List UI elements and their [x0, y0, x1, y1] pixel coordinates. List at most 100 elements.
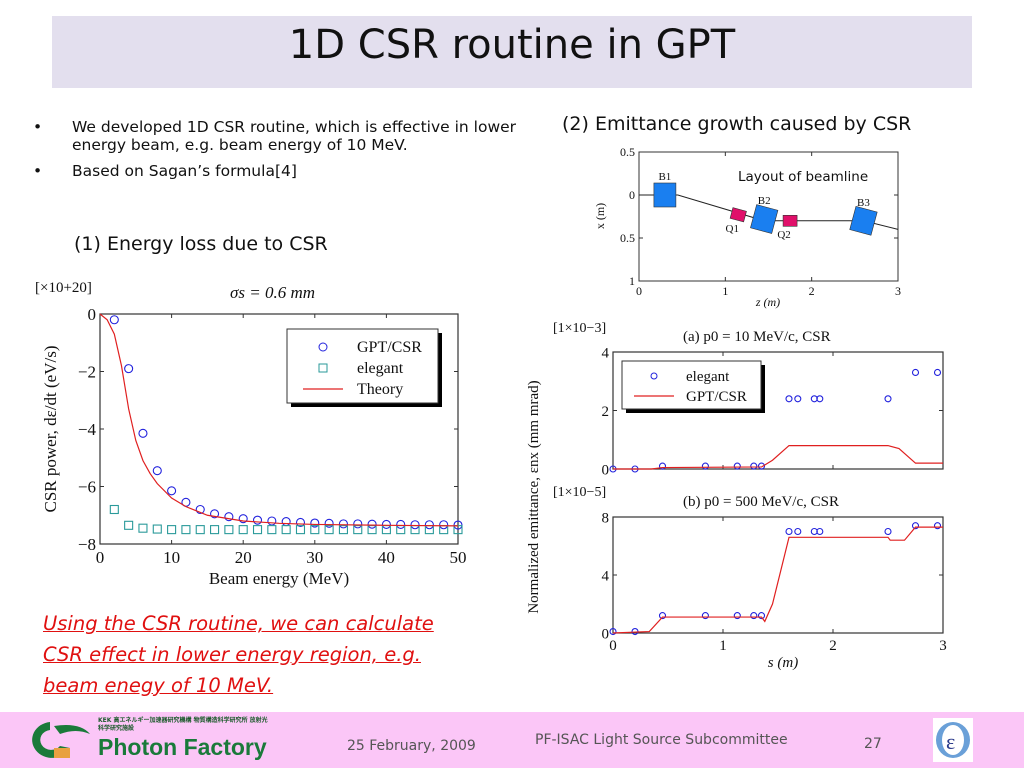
data-point-gpt-csr — [367, 519, 377, 529]
data-point-elegant — [733, 462, 741, 470]
series-line-theory — [99, 313, 459, 527]
scale-label: [1×10−5] — [553, 485, 606, 500]
scale-label: [1×10−3] — [553, 321, 606, 336]
x-tick-label: 20 — [235, 548, 252, 567]
data-point-elegant — [252, 525, 263, 535]
x-tick-label: 1 — [719, 638, 727, 654]
data-point-elegant — [884, 527, 892, 536]
data-point-elegant — [794, 395, 802, 403]
data-point-elegant — [195, 525, 205, 535]
data-point-gpt-csr — [210, 509, 220, 519]
y-axis-label: Normalized emittance, εnx (mm mrad) — [526, 380, 542, 613]
data-point-gpt-csr — [338, 519, 348, 529]
data-point-elegant — [911, 522, 920, 530]
data-point-gpt-csr — [381, 519, 391, 530]
y-tick-label: 4 — [602, 345, 610, 361]
bullet-1: We developed 1D CSR routine, which is ef… — [72, 118, 517, 154]
x-tick-label: 0 — [96, 548, 105, 567]
footer-date: 25 February, 2009 — [347, 738, 476, 754]
data-point-elegant — [911, 368, 920, 377]
conclusion-note: Using the CSR routine, we can calculate … — [43, 612, 434, 697]
data-point-elegant — [109, 504, 119, 515]
data-point-elegant — [701, 612, 709, 620]
data-point-gpt-csr — [152, 466, 162, 476]
logo-text: Photon Factory — [98, 734, 267, 760]
bullet-2: Based on Sagan’s formula[4] — [72, 162, 297, 180]
data-point-gpt-csr — [281, 517, 291, 527]
legend-marker — [318, 363, 328, 373]
data-point-elegant — [210, 525, 220, 535]
footer: KEK 高エネルギー加速器研究機構 物質構造科学研究所 放射光科学研究施設 Ph… — [0, 712, 1024, 768]
data-point-gpt-csr — [267, 516, 277, 526]
chart-title: (a) p0 = 10 MeV/c, CSR — [683, 329, 831, 345]
y-axis-label: x (m) — [593, 203, 607, 229]
x-tick-label: 50 — [450, 548, 467, 567]
data-point-elegant — [658, 462, 667, 470]
figures: 0 10 20 30 40 500−2−4−6−8GPT/CSRelegantTheory… — [35, 145, 947, 671]
data-point-gpt-csr — [109, 315, 119, 325]
data-point-elegant — [224, 525, 234, 535]
y-axis-label: CSR power, dε/dt (eV/s) — [41, 345, 60, 512]
x-tick-label: 1 — [722, 284, 728, 298]
y-tick-label: 1 — [629, 274, 635, 288]
y-tick-label: 0.5 — [620, 231, 635, 245]
data-point-elegant — [816, 395, 824, 403]
data-point-gpt-csr — [167, 486, 177, 496]
x-tick-label: 0 — [609, 638, 617, 654]
series-line-gpt-csr — [613, 445, 943, 470]
y-tick-label: −2 — [78, 362, 96, 381]
magnet-q2 — [782, 215, 798, 227]
bullet-marker: • — [33, 162, 43, 180]
legend-label: GPT/CSR — [357, 339, 422, 356]
x-tick-label: 2 — [829, 638, 837, 654]
y-tick-label: 0 — [602, 462, 610, 478]
data-point-gpt-csr — [195, 504, 205, 515]
y-tick-label: 0 — [88, 305, 97, 324]
data-point-gpt-csr — [439, 520, 449, 530]
data-point-gpt-csr — [310, 518, 320, 528]
data-point-elegant — [338, 525, 348, 535]
x-axis-label: s (m) — [768, 655, 798, 671]
data-point-gpt-csr — [324, 518, 334, 528]
data-point-elegant — [933, 368, 942, 377]
legend-marker — [318, 342, 328, 352]
data-point-elegant — [750, 462, 758, 470]
data-point-gpt-csr — [124, 364, 134, 374]
plot-frame — [612, 516, 944, 634]
data-point-elegant — [884, 395, 892, 403]
data-point-elegant — [295, 525, 306, 535]
y-tick-label: −6 — [78, 477, 96, 496]
legend-label: elegant — [357, 360, 404, 377]
data-point-elegant — [658, 612, 667, 620]
data-point-elegant — [701, 462, 709, 470]
emittance-chart-b: 0 1 2 3 0 4 8 [1×10−5] (b) p0 = 500 MeV/c, CSR s … — [526, 380, 947, 671]
legend-marker — [650, 372, 658, 380]
data-point-gpt-csr — [224, 512, 234, 522]
data-point-elegant — [733, 612, 741, 620]
data-point-gpt-csr — [252, 515, 263, 525]
footer-event: PF-ISAC Light Source Subcommittee — [535, 732, 788, 748]
data-point-elegant — [353, 525, 363, 535]
y-tick-label: 0 — [629, 188, 635, 202]
emittance-chart-a: 0 2 4 elegant GPT/CSR [1×10−3] (a) p0 = 10 MeV… — [553, 321, 944, 478]
data-point-elegant — [933, 522, 942, 530]
plot-frame — [638, 151, 899, 282]
chart-title: (b) p0 = 500 MeV/c, CSR — [683, 494, 839, 510]
data-point-elegant — [785, 395, 793, 403]
y-tick-label: 8 — [602, 510, 610, 526]
x-tick-label: 2 — [809, 284, 815, 298]
magnet-b2 — [750, 204, 779, 234]
data-point-gpt-csr — [353, 519, 363, 529]
legend-label: Theory — [357, 381, 403, 398]
legend-box — [286, 328, 439, 404]
x-tick-label: 30 — [306, 548, 323, 567]
data-point-elegant — [138, 523, 148, 533]
data-point-elegant — [281, 525, 291, 535]
energy-loss-chart: 0 10 20 30 40 50 0 −2 −4 −6 −8 GPT/CSR elegant Theory… — [35, 280, 467, 588]
legend-box — [621, 360, 762, 410]
data-point-elegant — [757, 612, 766, 620]
y-tick-label: −4 — [78, 420, 97, 439]
data-point-elegant — [785, 527, 793, 536]
y-tick-label: 4 — [602, 568, 610, 584]
